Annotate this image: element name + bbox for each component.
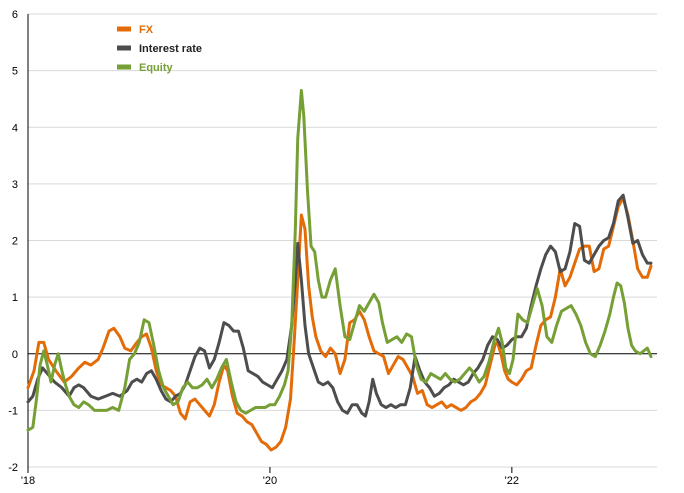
series-line-interest-rate — [26, 193, 653, 418]
y-tick-label: 2 — [12, 236, 18, 248]
x-tick-label: '20 — [263, 475, 277, 487]
y-tick-label: 4 — [12, 122, 18, 134]
y-tick-label: 5 — [12, 66, 18, 78]
y-tick-label: 1 — [12, 292, 18, 304]
series-line-equity — [26, 88, 653, 432]
x-tick-label: '18 — [21, 475, 35, 487]
y-tick-label: 3 — [12, 179, 18, 191]
axes: -2 -1 0 1 2 3 4 5 6 '18 '20 '22 — [8, 9, 657, 487]
y-tick-label: 6 — [12, 9, 18, 21]
y-tick-label: -1 — [8, 405, 18, 417]
x-tick-label: '22 — [505, 475, 519, 487]
series-lines — [26, 88, 653, 452]
legend: FX Interest rate Equity — [117, 24, 202, 74]
y-tick-label: -2 — [8, 462, 18, 474]
legend-label: Interest rate — [139, 43, 202, 55]
legend-label: FX — [139, 24, 154, 36]
y-tick-label: 0 — [12, 349, 18, 361]
legend-label: Equity — [139, 62, 173, 74]
gridlines — [28, 13, 657, 468]
series-line-fx — [26, 196, 653, 452]
